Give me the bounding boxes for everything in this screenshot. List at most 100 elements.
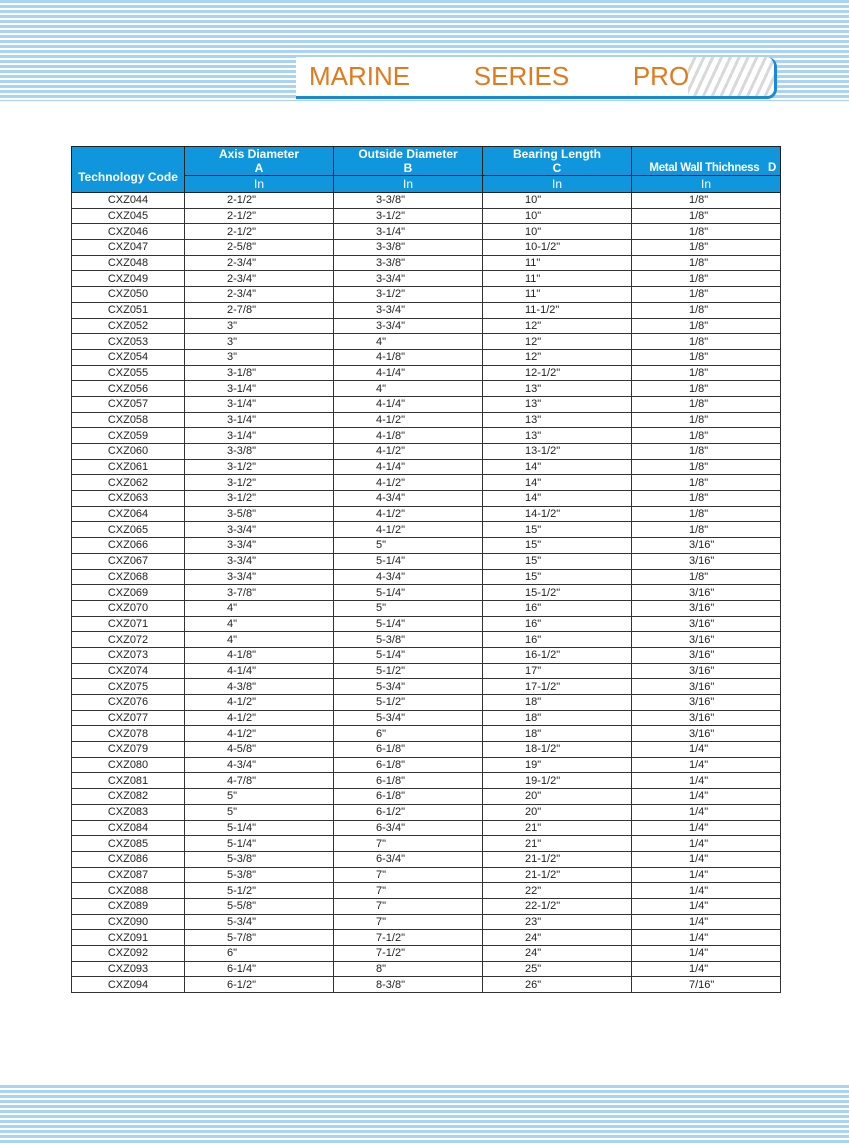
cell-outside-diameter: 8-3/8" (333, 976, 483, 994)
table-row: CXZ085 5-1/4" 7" 21" 1/4" (71, 835, 781, 852)
cell-outside-diameter: 5-1/4" (333, 646, 483, 664)
cell-bearing-length: 17" (482, 662, 632, 680)
table-row: CXZ087 5-3/8" 7" 21-1/2" 1/4" (71, 866, 781, 884)
cell-code: CXZ060 (71, 443, 185, 460)
cell-code: CXZ076 (71, 694, 185, 711)
cell-wall-thickness: 1/4" (631, 772, 781, 790)
cell-code: CXZ055 (71, 364, 185, 382)
header-axis-diameter: Axis Diameter A (184, 146, 334, 176)
cell-code: CXZ080 (71, 756, 185, 774)
cell-wall-thickness: 1/8" (631, 505, 781, 523)
cell-axis-diameter: 6" (184, 945, 334, 962)
cell-wall-thickness: 1/8" (631, 286, 781, 303)
cell-bearing-length: 12" (482, 348, 632, 366)
cell-bearing-length: 16" (482, 599, 632, 617)
cell-outside-diameter: 5-1/2" (333, 662, 483, 680)
cell-code: CXZ082 (71, 788, 185, 805)
cell-axis-diameter: 3-1/4" (184, 411, 334, 429)
cell-axis-diameter: 5" (184, 803, 334, 821)
cell-axis-diameter: 3-3/4" (184, 568, 334, 586)
cell-axis-diameter: 3-1/4" (184, 395, 334, 413)
cell-wall-thickness: 1/4" (631, 929, 781, 946)
cell-axis-diameter: 4" (184, 599, 334, 617)
cell-axis-diameter: 4-1/2" (184, 694, 334, 711)
cell-bearing-length: 18" (482, 725, 632, 743)
unit-d: In (631, 175, 781, 193)
cell-axis-diameter: 2-7/8" (184, 301, 334, 319)
table-row: CXZ046 2-1/2" 3-1/4" 10" 1/8" (71, 223, 781, 241)
cell-bearing-length: 12" (482, 317, 632, 335)
table-row: CXZ082 5" 6-1/8" 20" 1/4" (71, 788, 781, 805)
header-label: Axis Diameter (218, 147, 300, 161)
cell-wall-thickness: 1/8" (631, 254, 781, 272)
cell-outside-diameter: 3-3/4" (333, 270, 483, 288)
table-row: CXZ080 4-3/4" 6-1/8" 19" 1/4" (71, 756, 781, 774)
header-label: Metal Wall Thichness D (649, 162, 776, 174)
cell-code: CXZ068 (71, 568, 185, 586)
table-row: CXZ059 3-1/4" 4-1/8" 13" 1/8" (71, 427, 781, 444)
cell-code: CXZ052 (71, 317, 185, 335)
cell-outside-diameter: 5" (333, 599, 483, 617)
footer-stripes (0, 1085, 849, 1145)
cell-bearing-length: 18" (482, 694, 632, 711)
cell-code: CXZ086 (71, 850, 185, 868)
cell-outside-diameter: 4-3/4" (333, 568, 483, 586)
table-row: CXZ084 5-1/4" 6-3/4" 21" 1/4" (71, 819, 781, 837)
cell-outside-diameter: 4-1/2" (333, 505, 483, 523)
table-row: CXZ044 2-1/2" 3-3/8" 10" 1/8" (71, 192, 781, 209)
cell-bearing-length: 13" (482, 380, 632, 397)
cell-outside-diameter: 7" (333, 835, 483, 852)
cell-code: CXZ081 (71, 772, 185, 790)
cell-bearing-length: 22-1/2" (482, 897, 632, 915)
cell-axis-diameter: 5-3/8" (184, 866, 334, 884)
cell-outside-diameter: 5-1/4" (333, 615, 483, 633)
cell-code: CXZ073 (71, 646, 185, 664)
cell-bearing-length: 20" (482, 788, 632, 805)
cell-code: CXZ053 (71, 333, 185, 350)
cell-axis-diameter: 5-3/8" (184, 850, 334, 868)
table-row: CXZ081 4-7/8" 6-1/8" 19-1/2" 1/4" (71, 772, 781, 790)
cell-bearing-length: 22" (482, 882, 632, 899)
cell-bearing-length: 21" (482, 835, 632, 852)
cell-code: CXZ093 (71, 960, 185, 978)
cell-wall-thickness: 1/8" (631, 395, 781, 413)
cell-outside-diameter: 4-1/4" (333, 364, 483, 382)
cell-outside-diameter: 4-1/4" (333, 458, 483, 476)
cell-bearing-length: 18-1/2" (482, 741, 632, 758)
cell-wall-thickness: 1/4" (631, 913, 781, 931)
cell-axis-diameter: 3-1/2" (184, 474, 334, 492)
cell-outside-diameter: 3-3/8" (333, 192, 483, 209)
table-row: CXZ088 5-1/2" 7" 22" 1/4" (71, 882, 781, 899)
cell-wall-thickness: 1/8" (631, 223, 781, 241)
cell-outside-diameter: 6-1/8" (333, 788, 483, 805)
cell-outside-diameter: 4-1/2" (333, 443, 483, 460)
header-label: Outside Diameter (358, 147, 458, 161)
cell-axis-diameter: 2-3/4" (184, 270, 334, 288)
table-row: CXZ072 4" 5-3/8" 16" 3/16" (71, 631, 781, 648)
cell-axis-diameter: 3-3/4" (184, 552, 334, 570)
specifications-table: Technology Code Axis Diameter A Outside D… (71, 146, 781, 994)
cell-bearing-length: 11" (482, 254, 632, 272)
cell-code: CXZ075 (71, 678, 185, 695)
cell-outside-diameter: 3-3/4" (333, 301, 483, 319)
cell-bearing-length: 13-1/2" (482, 443, 632, 460)
cell-axis-diameter: 3-7/8" (184, 584, 334, 601)
cell-wall-thickness: 1/4" (631, 741, 781, 758)
cell-outside-diameter: 3-3/8" (333, 239, 483, 256)
table-row: CXZ047 2-5/8" 3-3/8" 10-1/2" 1/8" (71, 239, 781, 256)
cell-wall-thickness: 1/8" (631, 521, 781, 539)
cell-wall-thickness: 1/4" (631, 866, 781, 884)
cell-axis-diameter: 3-1/8" (184, 364, 334, 382)
cell-wall-thickness: 1/4" (631, 819, 781, 837)
cell-axis-diameter: 3-3/4" (184, 521, 334, 539)
cell-code: CXZ067 (71, 552, 185, 570)
cell-outside-diameter: 6-1/8" (333, 756, 483, 774)
cell-bearing-length: 10-1/2" (482, 239, 632, 256)
cell-axis-diameter: 3-5/8" (184, 505, 334, 523)
header-letter: B (403, 161, 413, 175)
cell-wall-thickness: 3/16" (631, 725, 781, 743)
cell-code: CXZ084 (71, 819, 185, 837)
cell-wall-thickness: 1/8" (631, 458, 781, 476)
cell-code: CXZ049 (71, 270, 185, 288)
cell-bearing-length: 12-1/2" (482, 364, 632, 382)
